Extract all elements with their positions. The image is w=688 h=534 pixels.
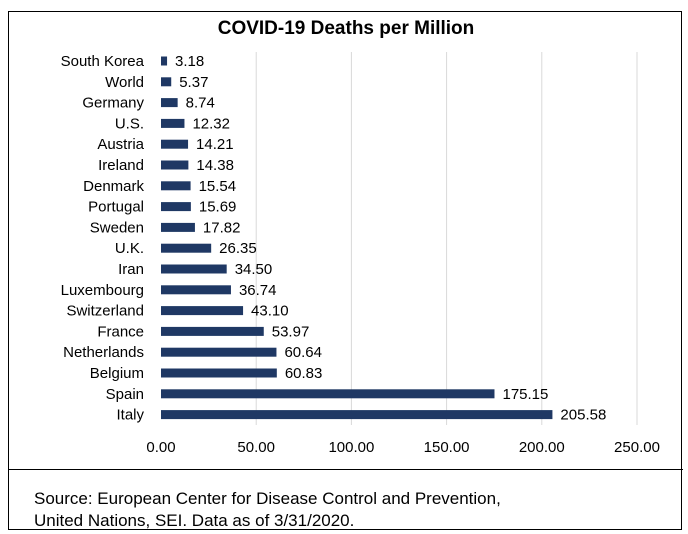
data-label: 14.21 xyxy=(196,136,234,153)
bar xyxy=(161,306,244,316)
category-label: Spain xyxy=(106,386,144,403)
category-label: Switzerland xyxy=(66,303,144,320)
bar xyxy=(161,118,185,128)
source-line-2: United Nations, SEI. Data as of 3/31/202… xyxy=(34,511,355,530)
bar xyxy=(161,160,189,170)
bar xyxy=(161,202,191,212)
category-label: Luxembourg xyxy=(61,282,144,299)
bar xyxy=(161,56,168,66)
category-label: Iran xyxy=(118,261,144,278)
bar xyxy=(161,347,277,357)
data-label: 43.10 xyxy=(251,303,289,320)
x-tick-label: 150.00 xyxy=(424,439,470,456)
bar xyxy=(161,285,231,295)
bar xyxy=(161,139,189,149)
x-tick-label: 50.00 xyxy=(237,439,275,456)
bar-chart: South Korea World Germany U.S. Austria Irelan… xyxy=(61,52,660,456)
x-axis-tick-labels: 0.00 50.00 100.00 150.00 200.00 250.00 xyxy=(146,439,660,456)
source-line-1: Source: European Center for Disease Cont… xyxy=(34,489,501,508)
category-label: France xyxy=(97,323,144,340)
x-tick-label: 0.00 xyxy=(146,439,175,456)
category-labels: South Korea World Germany U.S. Austria Irelan… xyxy=(61,53,145,424)
bar xyxy=(161,326,264,336)
data-label: 175.15 xyxy=(502,386,548,403)
bar xyxy=(161,243,212,253)
category-label: Belgium xyxy=(90,365,144,382)
data-label: 36.74 xyxy=(239,282,277,299)
source-note: Source: European Center for Disease Cont… xyxy=(34,488,674,532)
bar xyxy=(161,389,495,399)
category-label: Netherlands xyxy=(63,344,144,361)
x-tick-label: 200.00 xyxy=(519,439,565,456)
data-label: 205.58 xyxy=(560,407,606,424)
x-tick-label: 100.00 xyxy=(328,439,374,456)
data-label: 60.83 xyxy=(285,365,323,382)
category-label: Germany xyxy=(82,95,144,112)
source-box: Source: European Center for Disease Cont… xyxy=(9,469,683,531)
data-label: 15.69 xyxy=(199,199,237,216)
chart-frame: COVID-19 Deaths per Million South Korea W… xyxy=(8,11,683,531)
category-label: Portugal xyxy=(88,199,144,216)
bar xyxy=(161,98,178,108)
data-label: 15.54 xyxy=(199,178,237,195)
category-label: South Korea xyxy=(61,53,145,70)
bar xyxy=(161,264,227,274)
bar xyxy=(161,368,277,378)
data-label: 17.82 xyxy=(203,219,241,236)
category-label: Sweden xyxy=(90,219,144,236)
bar xyxy=(161,77,172,87)
value-labels: 3.18 5.37 8.74 12.32 14.21 14.38 15.54 15.69 17.… xyxy=(175,53,606,424)
data-label: 60.64 xyxy=(284,344,322,361)
data-label: 5.37 xyxy=(179,74,208,91)
bar xyxy=(161,181,191,191)
category-label: Denmark xyxy=(83,178,144,195)
gridlines xyxy=(255,52,638,425)
bar xyxy=(161,222,195,232)
x-tick-label: 250.00 xyxy=(614,439,660,456)
data-label: 53.97 xyxy=(272,323,310,340)
category-label: U.K. xyxy=(115,240,144,257)
data-label: 3.18 xyxy=(175,53,204,70)
bar xyxy=(161,410,553,420)
category-label: Italy xyxy=(116,407,144,424)
category-label: Ireland xyxy=(98,157,144,174)
category-label: U.S. xyxy=(115,115,144,132)
data-label: 26.35 xyxy=(219,240,257,257)
category-label: Austria xyxy=(97,136,144,153)
chart-title: COVID-19 Deaths per Million xyxy=(217,18,475,39)
data-label: 8.74 xyxy=(186,95,215,112)
data-label: 14.38 xyxy=(196,157,234,174)
category-label: World xyxy=(105,74,144,91)
data-label: 34.50 xyxy=(235,261,273,278)
data-label: 12.32 xyxy=(192,115,230,132)
bars xyxy=(161,56,553,420)
